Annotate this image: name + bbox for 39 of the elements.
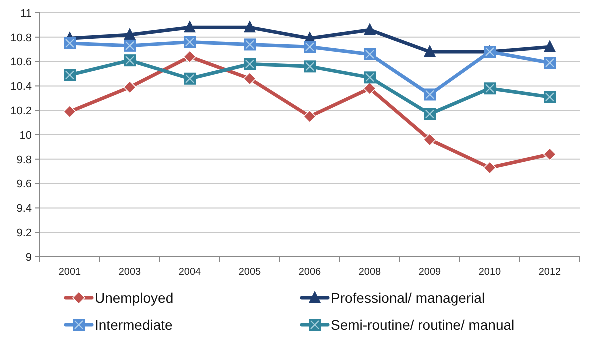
point	[184, 20, 196, 33]
point	[544, 148, 556, 161]
legend-label: Semi-routine/ routine/ manual	[331, 316, 515, 333]
y-tick-label: 9.8	[16, 154, 32, 166]
legend-label: Unemployed	[95, 290, 174, 306]
point	[544, 40, 556, 52]
y-tick-label: 10	[20, 130, 32, 142]
y-tick-label: 9.2	[16, 227, 32, 240]
point	[244, 20, 256, 33]
x-tick-label: 2003	[118, 267, 142, 278]
x-tick-label: 2004	[178, 267, 202, 278]
legend-label: Professional/ managerial	[331, 290, 486, 306]
x-tick-label: 2010	[478, 267, 502, 278]
y-tick-label: 11	[20, 8, 32, 20]
legend-label: Intermediate	[95, 316, 174, 333]
x-tick-label: 2005	[238, 267, 262, 278]
point	[64, 105, 76, 118]
point	[364, 23, 376, 36]
x-tick-label: 2006	[298, 267, 322, 278]
x-tick-label: 2001	[58, 267, 82, 278]
x-tick-label: 2009	[418, 267, 442, 278]
x-tick-label: 2008	[358, 267, 382, 278]
point	[244, 72, 256, 86]
y-tick-label: 10.2	[10, 105, 32, 118]
point	[304, 110, 316, 124]
y-tick-label: 9.4	[16, 203, 32, 216]
y-tick-label: 10.4	[10, 81, 32, 94]
point	[424, 45, 436, 58]
x-tick-label: 2012	[538, 267, 562, 278]
point	[484, 162, 496, 174]
point	[364, 82, 376, 96]
y-tick-label: 9.6	[16, 178, 32, 191]
point	[424, 133, 436, 146]
point	[184, 50, 196, 64]
point	[124, 28, 136, 40]
y-tick-label: 10.6	[10, 56, 32, 69]
y-tick-label: 9	[26, 252, 32, 264]
y-tick-label: 10.8	[10, 32, 32, 44]
point	[124, 81, 136, 94]
